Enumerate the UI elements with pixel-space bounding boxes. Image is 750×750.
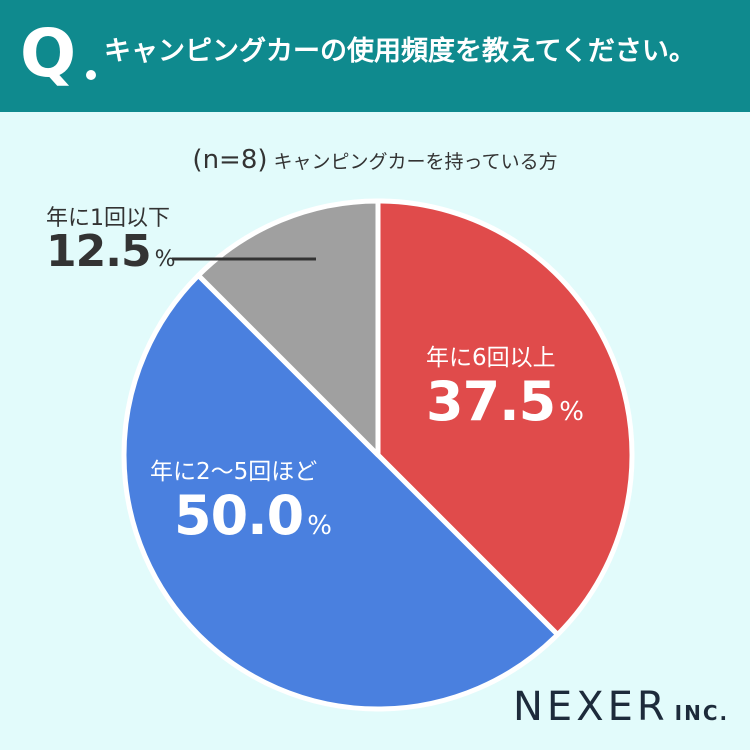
slice-label-1-unit: % [559, 397, 584, 427]
logo-name: NEXER [513, 684, 669, 730]
slice-label-2-value: 50.0 [174, 484, 304, 547]
sample-description: キャンピングカーを持っている方 [273, 151, 558, 173]
slice-label-1-value: 37.5 [426, 370, 556, 433]
slice-label-3-value: 12.5 [46, 226, 152, 277]
slice-label-1: 年に6回以上 37.5% [426, 338, 584, 433]
slice-label-1-category: 年に6回以上 [426, 345, 556, 371]
company-logo: NEXER INC. [513, 684, 729, 730]
header-banner: Q キャンピングカーの使用頻度を教えてください。 [0, 0, 750, 112]
q-dot [86, 70, 96, 80]
q-mark: Q [20, 15, 77, 92]
slice-label-3-category: 年に1回以下 [46, 206, 170, 231]
sample-caption: (n=8) キャンピングカーを持っている方 [0, 145, 750, 175]
slice-label-3: 年に1回以下 12.5% [46, 200, 175, 277]
pie-slice-1 [375, 198, 635, 638]
logo-suffix: INC. [674, 701, 730, 725]
sample-size: (n=8) [192, 145, 268, 175]
slice-label-2-unit: % [307, 511, 332, 541]
slice-label-2-category: 年に2〜5回ほど [150, 459, 318, 485]
pie-slice-2 [121, 272, 561, 712]
pie-slice-3 [195, 198, 381, 458]
slice-label-3-unit: % [154, 247, 176, 272]
slice-label-2: 年に2〜5回ほど 50.0% [150, 452, 332, 547]
question-text: キャンピングカーの使用頻度を教えてください。 [104, 36, 696, 67]
